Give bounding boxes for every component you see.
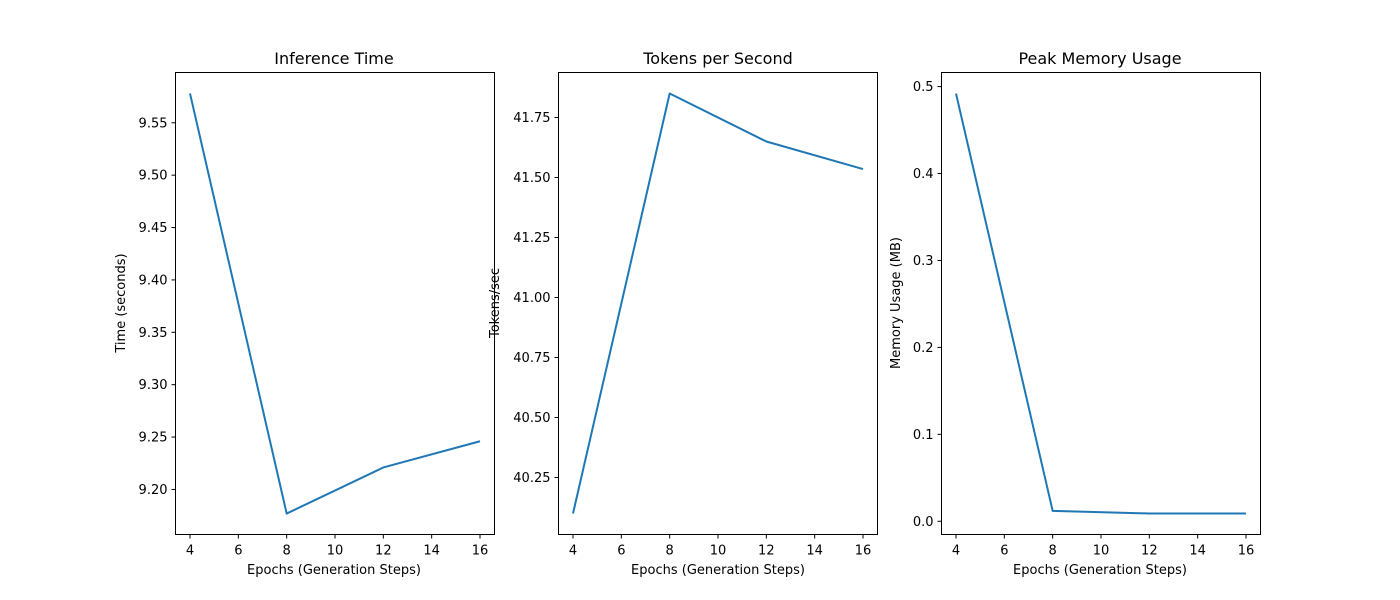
chart-title: Inference Time xyxy=(274,49,393,68)
x-tick-label: 14 xyxy=(423,544,440,559)
x-tick-label: 16 xyxy=(1238,544,1255,559)
x-tick-label: 16 xyxy=(472,544,489,559)
x-axis-ticks: 4 6 8 10 12 14 16 xyxy=(186,534,489,559)
x-tick-label: 10 xyxy=(1093,544,1110,559)
y-tick-label: 41.75 xyxy=(513,111,550,126)
x-tick-label: 6 xyxy=(234,544,242,559)
x-tick-label: 12 xyxy=(1141,544,1158,559)
y-tick-label: 0.5 xyxy=(913,80,934,95)
y-tick-label: 9.25 xyxy=(139,431,168,446)
y-tick-label: 9.45 xyxy=(139,221,168,236)
y-tick-label: 0.4 xyxy=(913,167,934,182)
x-axis-ticks: 4 6 8 10 12 14 16 xyxy=(952,534,1255,559)
subplot-inference-time: Inference Time Epochs (Generation Steps)… xyxy=(114,49,495,578)
series-line xyxy=(189,93,481,515)
x-tick-label: 8 xyxy=(1049,544,1057,559)
y-tick-label: 0.2 xyxy=(913,341,934,356)
y-tick-label: 0.0 xyxy=(913,515,934,530)
x-tick-label: 4 xyxy=(186,544,194,559)
y-tick-label: 9.30 xyxy=(139,378,168,393)
y-tick-label: 0.1 xyxy=(913,428,934,443)
y-tick-label: 41.25 xyxy=(513,231,550,246)
x-tick-label: 4 xyxy=(952,544,960,559)
series-layer xyxy=(955,93,1246,515)
y-tick-label: 40.25 xyxy=(513,471,550,486)
x-tick-label: 12 xyxy=(758,544,775,559)
x-tick-label: 16 xyxy=(855,544,872,559)
x-tick-label: 8 xyxy=(283,544,291,559)
x-tick-label: 6 xyxy=(1000,544,1008,559)
series-line xyxy=(955,93,1246,515)
y-axis-label: Time (seconds) xyxy=(114,253,129,353)
y-tick-label: 40.50 xyxy=(513,411,550,426)
y-axis-label: Memory Usage (MB) xyxy=(889,237,904,369)
y-tick-label: 41.00 xyxy=(513,291,550,306)
y-tick-label: 9.35 xyxy=(139,326,168,341)
y-tick-label: 9.40 xyxy=(139,273,168,288)
x-tick-label: 6 xyxy=(617,544,625,559)
series-layer xyxy=(572,92,864,514)
y-tick-label: 0.3 xyxy=(913,254,934,269)
chart-title: Tokens per Second xyxy=(642,49,793,68)
x-axis-ticks: 4 6 8 10 12 14 16 xyxy=(569,534,872,559)
y-tick-label: 9.20 xyxy=(139,483,168,498)
x-tick-label: 14 xyxy=(1189,544,1206,559)
series-layer xyxy=(189,93,481,515)
x-tick-label: 12 xyxy=(375,544,392,559)
x-tick-label: 10 xyxy=(710,544,727,559)
y-axis-ticks: 9.20 9.25 9.30 9.35 9.40 9.45 9.50 9.55 xyxy=(139,116,176,498)
y-tick-label: 9.55 xyxy=(139,116,168,131)
y-tick-label: 9.50 xyxy=(139,169,168,184)
y-axis-ticks: 40.25 40.50 40.75 41.00 41.25 41.50 41.75 xyxy=(513,111,559,486)
y-axis-label: Tokens/sec xyxy=(488,268,503,339)
y-tick-label: 41.50 xyxy=(513,171,550,186)
subplot-peak-memory-usage: Peak Memory Usage Epochs (Generation Ste… xyxy=(889,49,1261,578)
x-tick-label: 14 xyxy=(806,544,823,559)
y-tick-label: 40.75 xyxy=(513,351,550,366)
x-axis-label: Epochs (Generation Steps) xyxy=(1013,563,1187,578)
series-line xyxy=(572,92,864,514)
x-axis-label: Epochs (Generation Steps) xyxy=(247,563,421,578)
y-axis-ticks: 0.0 0.1 0.2 0.3 0.4 0.5 xyxy=(913,80,942,530)
x-tick-label: 10 xyxy=(327,544,344,559)
x-axis-label: Epochs (Generation Steps) xyxy=(631,563,805,578)
x-tick-label: 8 xyxy=(666,544,674,559)
x-tick-label: 4 xyxy=(569,544,577,559)
subplot-tokens-per-second: Tokens per Second Epochs (Generation Ste… xyxy=(488,49,878,578)
chart-title: Peak Memory Usage xyxy=(1018,49,1181,68)
